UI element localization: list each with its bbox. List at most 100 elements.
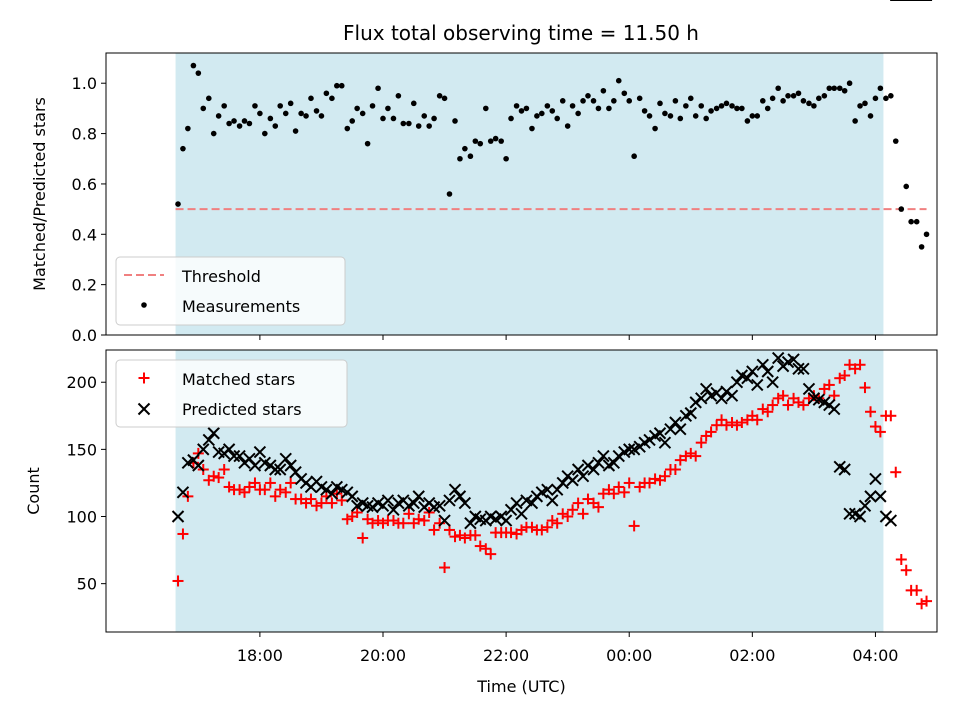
top-x-ticks <box>259 335 876 340</box>
predicted-star-point-b <box>176 486 190 499</box>
measurement-point <box>652 125 658 132</box>
measurement-point <box>349 118 356 124</box>
measurement-point <box>457 155 463 162</box>
legend-predicted-label: Predicted stars <box>182 400 302 419</box>
predicted-star-point <box>884 514 898 527</box>
measurement-point <box>862 100 868 107</box>
measurement-point <box>898 206 905 212</box>
matched-star-point <box>690 450 702 462</box>
matched-star-point <box>623 477 635 489</box>
matched-star-point <box>797 399 809 411</box>
measurement-point <box>657 100 663 107</box>
measurement-point <box>231 118 237 124</box>
predicted-star-point-b <box>366 500 379 514</box>
predicted-star-point <box>669 416 682 429</box>
predicted-star-point <box>684 406 697 420</box>
matched-star-point <box>541 521 553 533</box>
predicted-star-point-b <box>192 459 205 472</box>
matched-star-point <box>572 497 584 509</box>
predicted-star-point <box>453 490 467 503</box>
measurement-point <box>426 123 432 129</box>
predicted-star-point-b <box>202 433 216 447</box>
measurement-point <box>421 113 428 119</box>
predicted-star-point <box>192 459 205 472</box>
matched-star-point <box>213 472 225 484</box>
predicted-star-point-b <box>741 371 754 385</box>
predicted-star-point <box>607 456 621 470</box>
x-tick-label: 04:00 <box>852 646 898 665</box>
measurement-point <box>431 115 437 122</box>
measurement-point <box>677 115 684 122</box>
measurement-point <box>175 201 181 207</box>
matched-star-point <box>551 517 563 529</box>
measurement-point <box>215 113 222 119</box>
predicted-star-point-b <box>566 474 579 487</box>
predicted-star-point-b <box>273 463 287 476</box>
matched-star-point <box>916 598 928 610</box>
matched-star-point <box>485 548 497 560</box>
matched-star-point <box>326 497 338 509</box>
measurement-point <box>441 95 448 102</box>
predicted-star-point-b <box>207 427 220 440</box>
predicted-star-point <box>838 463 851 476</box>
measurement-point <box>287 100 294 107</box>
predicted-star-point <box>407 496 420 510</box>
predicted-star-point <box>284 459 297 472</box>
matched-star-point <box>357 532 369 544</box>
predicted-star-point-b <box>607 456 621 470</box>
matched-star-point <box>705 426 717 438</box>
measurement-point <box>344 125 351 132</box>
top-y-tick-label: 0.6 <box>72 175 97 194</box>
measurement-point <box>852 118 858 124</box>
bottom-y-tick-label: 150 <box>66 440 97 459</box>
predicted-star-point-b <box>458 496 472 510</box>
predicted-star-point-b <box>730 376 744 389</box>
measurement-point <box>590 98 597 104</box>
measurement-point <box>282 110 289 117</box>
predicted-star-point-b <box>653 427 667 440</box>
predicted-star-point-b <box>643 433 656 447</box>
matched-star-point <box>367 517 379 529</box>
measurement-point <box>795 90 802 97</box>
bottom-y-axis-label: Count <box>24 467 43 515</box>
predicted-star-point-b <box>412 490 425 503</box>
predicted-star-point-b <box>248 459 262 472</box>
matched-star-point <box>874 426 886 438</box>
measurement-point <box>190 62 197 69</box>
measurement-point <box>708 108 714 114</box>
predicted-star-point-b <box>864 490 877 503</box>
matched-star-point <box>280 486 292 498</box>
measurement-point <box>559 98 566 104</box>
x-tick-label: 00:00 <box>606 646 652 665</box>
measurement-point <box>554 115 561 122</box>
matched-star-point <box>777 390 789 402</box>
measurement-point <box>529 125 535 132</box>
predicted-star-point-b <box>222 443 236 456</box>
bottom-y-tick-label: 50 <box>77 575 97 594</box>
measurement-point <box>472 138 479 144</box>
matched-star-point <box>921 595 933 607</box>
matched-star-point <box>434 517 446 529</box>
predicted-star-point-b <box>381 494 395 507</box>
predicted-star-point <box>689 396 702 409</box>
measurement-point <box>575 110 581 117</box>
predicted-star-point-b <box>684 406 697 420</box>
measurement-point <box>846 80 853 87</box>
top-axes-frame <box>105 52 938 336</box>
measurement-point <box>667 113 674 119</box>
measurement-point <box>200 105 207 112</box>
measurement-point <box>683 103 689 109</box>
matched-star-point <box>582 493 594 505</box>
predicted-star-point-b <box>499 514 513 527</box>
predicted-star-point <box>253 445 267 459</box>
predicted-star-point-b <box>469 510 482 523</box>
legend-matched-marker <box>138 372 150 384</box>
predicted-star-point-b <box>792 362 805 376</box>
predicted-star-point-b <box>695 392 708 405</box>
predicted-star-point <box>448 483 462 496</box>
measurement-point <box>544 103 551 109</box>
predicted-star-point-b <box>715 392 728 405</box>
predicted-star-point-b <box>520 494 533 507</box>
measurement-point <box>277 103 284 109</box>
